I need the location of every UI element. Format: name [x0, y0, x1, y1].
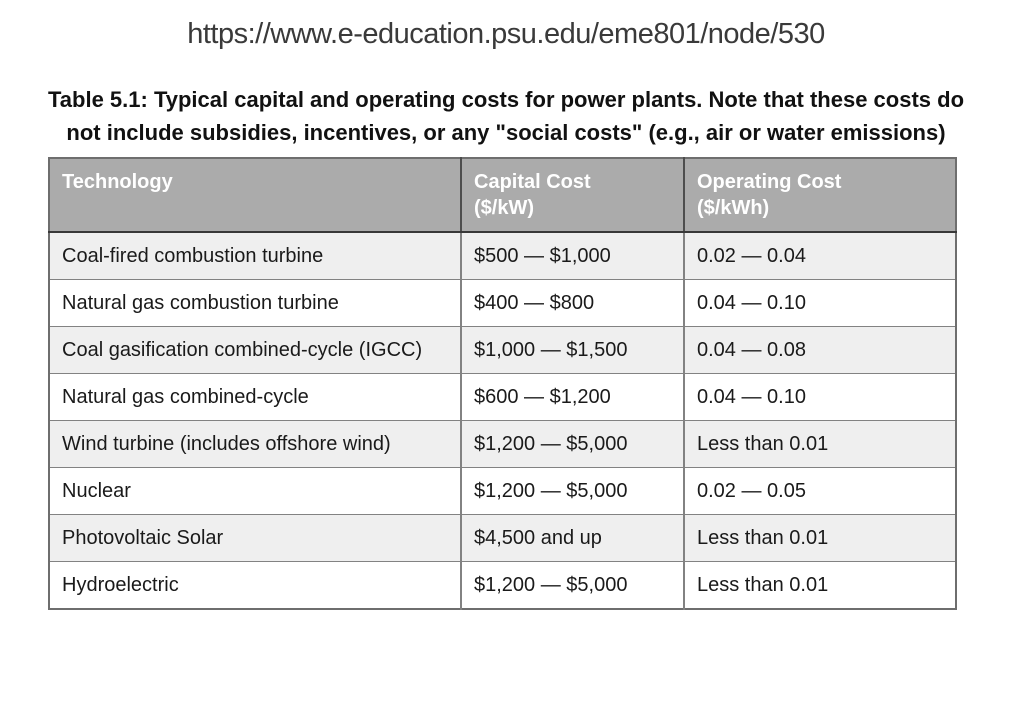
- cell-technology: Coal-fired combustion turbine: [48, 231, 462, 280]
- column-header-unit: ($/kWh): [697, 197, 770, 219]
- table-row: Coal-fired combustion turbine $500 — $1,…: [48, 231, 957, 280]
- cell-capital-cost: $1,000 — $1,500: [460, 326, 685, 374]
- cell-operating-cost: 0.02 — 0.04: [683, 231, 957, 280]
- table-header-row: Technology Capital Cost ($/kW) Operating…: [49, 158, 956, 233]
- column-header-label: Technology: [62, 171, 173, 193]
- cell-technology: Coal gasification combined-cycle (IGCC): [48, 326, 462, 374]
- table-row: Natural gas combined-cycle $600 — $1,200…: [48, 373, 957, 421]
- cell-technology: Nuclear: [48, 467, 462, 515]
- cell-operating-cost: 0.04 — 0.10: [683, 373, 957, 421]
- cell-capital-cost: $1,200 — $5,000: [460, 561, 685, 610]
- cell-operating-cost: 0.04 — 0.08: [683, 326, 957, 374]
- cell-operating-cost: 0.02 — 0.05: [683, 467, 957, 515]
- column-header-operating-cost: Operating Cost ($/kWh): [683, 158, 956, 233]
- column-header-label: Operating Cost: [697, 171, 842, 193]
- cell-operating-cost: Less than 0.01: [683, 561, 957, 610]
- table-row: Photovoltaic Solar $4,500 and up Less th…: [48, 514, 957, 562]
- cell-capital-cost: $500 — $1,000: [460, 231, 685, 280]
- cell-capital-cost: $600 — $1,200: [460, 373, 685, 421]
- page: https://www.e-education.psu.edu/eme801/n…: [0, 18, 1012, 610]
- column-header-technology: Technology: [49, 158, 461, 233]
- power-plant-costs-table: Technology Capital Cost ($/kW) Operating…: [48, 157, 957, 610]
- page-url-text: https://www.e-education.psu.edu/eme801/n…: [187, 18, 825, 50]
- cell-technology: Hydroelectric: [48, 561, 462, 610]
- cell-capital-cost: $1,200 — $5,000: [460, 420, 685, 468]
- cell-capital-cost: $1,200 — $5,000: [460, 467, 685, 515]
- table-row: Wind turbine (includes offshore wind) $1…: [48, 420, 957, 468]
- cell-capital-cost: $4,500 and up: [460, 514, 685, 562]
- cell-technology: Photovoltaic Solar: [48, 514, 462, 562]
- cell-operating-cost: Less than 0.01: [683, 514, 957, 562]
- cell-technology: Natural gas combustion turbine: [48, 279, 462, 327]
- column-header-label: Capital Cost: [474, 171, 591, 193]
- cell-capital-cost: $400 — $800: [460, 279, 685, 327]
- table-row: Coal gasification combined-cycle (IGCC) …: [48, 326, 957, 374]
- table-row: Hydroelectric $1,200 — $5,000 Less than …: [48, 561, 957, 610]
- table-caption: Table 5.1: Typical capital and operating…: [47, 87, 965, 145]
- cell-operating-cost: 0.04 — 0.10: [683, 279, 957, 327]
- cell-operating-cost: Less than 0.01: [683, 420, 957, 468]
- cell-technology: Natural gas combined-cycle: [48, 373, 462, 421]
- cell-technology: Wind turbine (includes offshore wind): [48, 420, 462, 468]
- column-header-capital-cost: Capital Cost ($/kW): [460, 158, 684, 233]
- column-header-unit: ($/kW): [474, 197, 534, 219]
- table-row: Natural gas combustion turbine $400 — $8…: [48, 279, 957, 327]
- table-row: Nuclear $1,200 — $5,000 0.02 — 0.05: [48, 467, 957, 515]
